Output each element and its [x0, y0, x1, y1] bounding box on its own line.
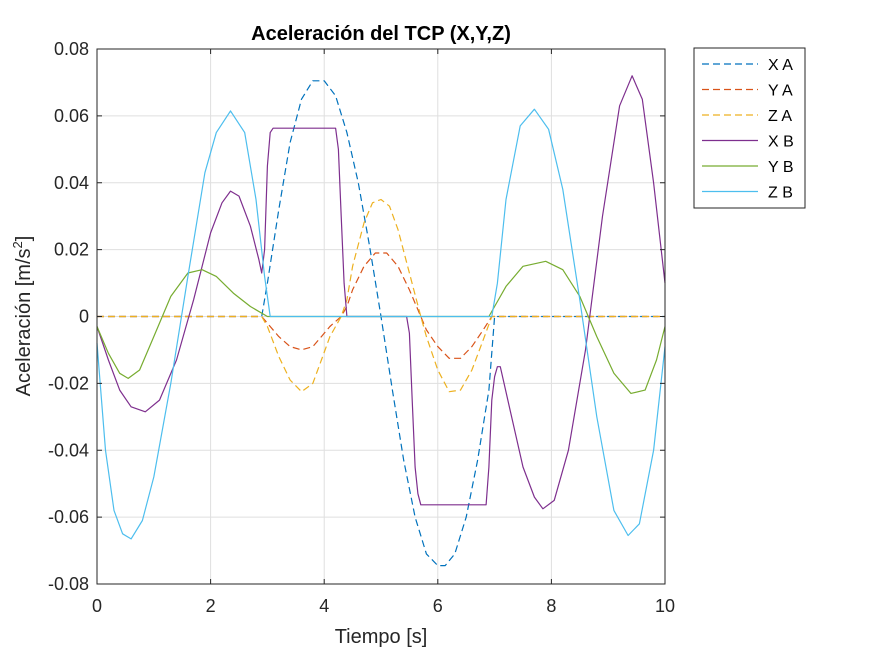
- series-line-z-a: [97, 198, 665, 393]
- legend-label-x-b: X B: [768, 134, 794, 151]
- y-axis-label-superscript: 2: [10, 241, 25, 248]
- legend-label-x-a: X A: [768, 57, 793, 74]
- legend: X A Y A Z A X B Y B Z B: [693, 47, 806, 209]
- y-axis-label: Aceleración [m/s2]: [10, 236, 35, 397]
- x-tick-label: 10: [655, 596, 675, 616]
- y-tick-label: 0.08: [54, 39, 89, 59]
- y-tick-label: 0: [79, 307, 89, 327]
- legend-label-y-a: Y A: [768, 83, 793, 100]
- y-tick-label: -0.04: [48, 440, 89, 460]
- legend-label-z-a: Z A: [768, 108, 792, 125]
- legend-label-y-b: Y B: [768, 159, 794, 176]
- y-tick-label: 0.02: [54, 240, 89, 260]
- series-group: [96, 75, 666, 567]
- x-tick-label: 6: [433, 596, 443, 616]
- y-axis-label-main: Aceleración [m/s: [13, 248, 35, 396]
- y-tick-label: 0.06: [54, 106, 89, 126]
- y-tick-label: 0.04: [54, 173, 89, 193]
- chart-title: Aceleración del TCP (X,Y,Z): [251, 23, 511, 45]
- x-tick-label: 0: [92, 596, 102, 616]
- x-axis-label: Tiempo [s]: [335, 626, 428, 648]
- legend-label-z-b: Z B: [768, 185, 793, 202]
- legend-box: [693, 47, 806, 209]
- ticks: 0 2 4 6 8 10 -0.08 -0.06 -0.04 -0.02 0 0.02 0.04 0.06…: [48, 39, 675, 616]
- series-line-z-b: [96, 108, 666, 540]
- x-tick-label: 2: [206, 596, 216, 616]
- y-tick-label: -0.06: [48, 507, 89, 527]
- y-axis-label-end: ]: [13, 236, 35, 242]
- x-tick-label: 8: [546, 596, 556, 616]
- series-line-y-a: [97, 252, 665, 359]
- y-tick-label: -0.08: [48, 574, 89, 594]
- x-tick-label: 4: [319, 596, 329, 616]
- y-tick-label: -0.02: [48, 373, 89, 393]
